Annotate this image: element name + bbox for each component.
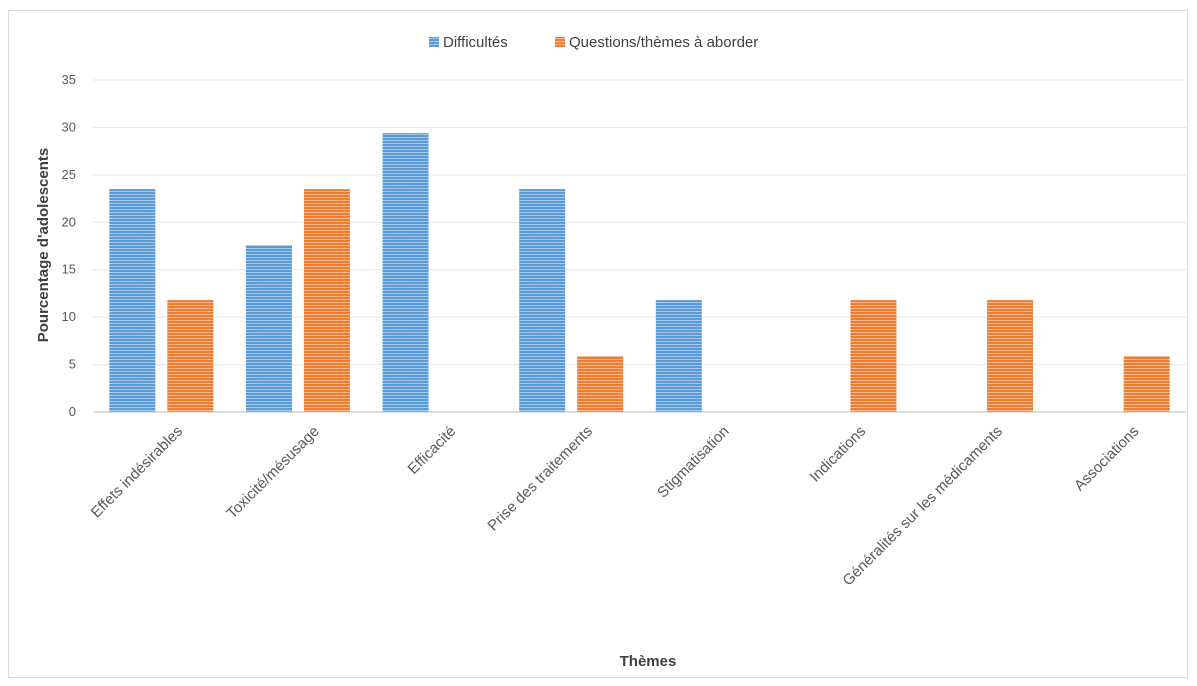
bar-difficultes-1 [245,245,292,412]
legend[interactable]: Difficultés Questions/thèmes à aborder [429,34,758,51]
legend-swatch [555,37,565,47]
x-tick-label: Efficacité [405,423,460,478]
bar-difficultes-3 [519,189,566,412]
y-tick-label: 15 [62,262,76,277]
bar-questions-0 [167,300,214,412]
bar-questions-1 [303,189,350,412]
y-axis-ticks: 0 5 10 15 20 25 30 35 [62,72,76,419]
legend-label: Difficultés [443,34,508,51]
bars [109,133,1170,412]
x-tick-label: Prise des traitements [484,423,596,535]
legend-label: Questions/thèmes à aborder [569,34,758,51]
y-tick-label: 30 [62,119,76,134]
bar-questions-6 [987,300,1034,412]
x-tick-label: Stigmatisation [654,423,733,502]
y-tick-label: 5 [69,357,76,372]
x-axis-category-labels: Effets indésirables Toxicité/mésusage Effi… [88,423,1143,589]
y-tick-label: 25 [62,167,76,182]
legend-swatch [429,37,439,47]
bar-difficultes-4 [655,300,702,412]
y-tick-label: 20 [62,214,76,229]
x-tick-label: Toxicité/mésusage [223,423,322,522]
y-axis-title: Pourcentage d'adolescents [35,148,52,342]
x-tick-label: Effets indésirables [88,423,186,521]
y-tick-label: 10 [62,309,76,324]
bar-questions-7 [1123,356,1170,412]
x-axis-title: Thèmes [620,653,677,670]
bar-difficultes-0 [109,189,156,412]
y-tick-label: 35 [62,72,76,87]
bar-difficultes-2 [382,133,429,412]
x-tick-label: Associations [1071,423,1143,495]
x-tick-label: Généralités sur les médicaments [839,423,1005,589]
x-tick-label: Indications [807,423,870,486]
bar-questions-5 [850,300,897,412]
bar-questions-3 [577,356,624,412]
y-tick-label: 0 [69,404,76,419]
